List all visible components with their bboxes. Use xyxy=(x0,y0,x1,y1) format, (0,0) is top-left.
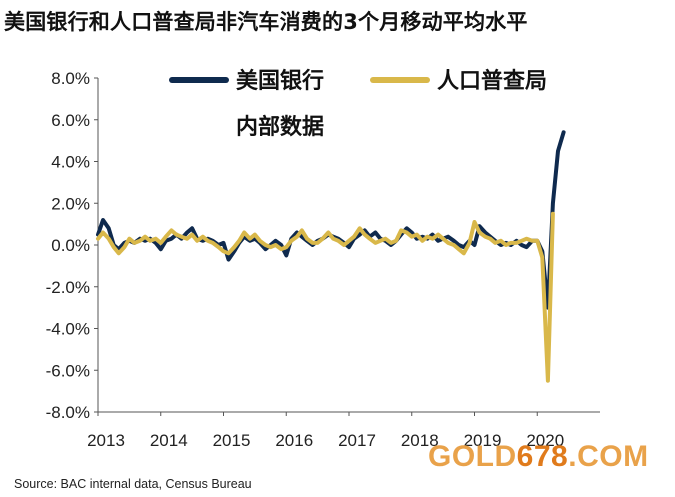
source-note: Source: BAC internal data, Census Bureau xyxy=(14,477,252,491)
watermark-part-2: 678 xyxy=(516,440,569,473)
x-tick-label: 2019 xyxy=(464,431,502,450)
x-tick-label: 2015 xyxy=(213,431,251,450)
x-tick-label: 2013 xyxy=(87,431,125,450)
chart-title: 美国银行和人口普查局非汽车消费的3个月移动平均水平 xyxy=(4,10,528,34)
y-tick-label: 2.0% xyxy=(51,194,90,213)
watermark-part-1: GOLD xyxy=(428,440,517,473)
y-tick-label: -4.0% xyxy=(46,320,90,339)
x-tick-label: 2020 xyxy=(526,431,564,450)
legend-label-1: 美国银行 xyxy=(236,68,324,94)
y-tick-label: 0.0% xyxy=(51,236,90,255)
x-tick-label: 2016 xyxy=(275,431,313,450)
watermark-part-3: .COM xyxy=(568,440,649,473)
x-tick-label: 2018 xyxy=(401,431,439,450)
legend-label-2: 人口普查局 xyxy=(437,68,547,94)
series-line-2 xyxy=(96,211,555,383)
x-tick-label: 2017 xyxy=(338,431,376,450)
y-tick-label: 6.0% xyxy=(51,111,90,130)
y-tick-label: 4.0% xyxy=(51,153,90,172)
y-tick-label: -2.0% xyxy=(46,278,90,297)
x-tick-label: 2014 xyxy=(150,431,188,450)
y-tick-label: -8.0% xyxy=(46,403,90,422)
y-tick-label: -6.0% xyxy=(46,361,90,380)
watermark-logo: GOLD678.COM xyxy=(428,440,649,474)
series-line-1 xyxy=(96,130,566,310)
y-tick-label: 8.0% xyxy=(51,69,90,88)
legend-subtitle: 内部数据 xyxy=(236,114,324,140)
